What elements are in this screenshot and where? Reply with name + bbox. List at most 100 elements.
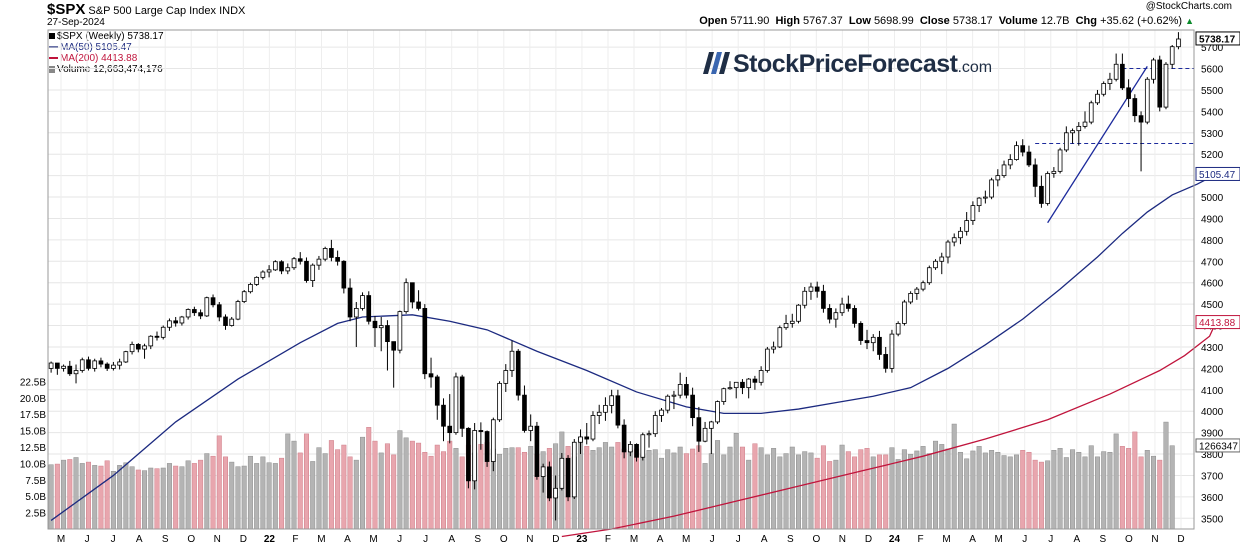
x-tick-label: D bbox=[865, 534, 872, 545]
volume-tick-label: 2.5B bbox=[25, 509, 46, 520]
candle-body bbox=[777, 327, 783, 348]
candle-body bbox=[360, 295, 365, 309]
volume-bar bbox=[1088, 445, 1094, 530]
candle-body bbox=[372, 320, 378, 329]
volume-tick-label: 20.0B bbox=[20, 394, 46, 405]
candle-body bbox=[1039, 185, 1044, 204]
volume-bar bbox=[142, 470, 148, 530]
candle-body bbox=[1126, 87, 1131, 99]
x-tick-label: N bbox=[214, 534, 221, 545]
volume-bar bbox=[708, 453, 714, 530]
volume-bar bbox=[322, 453, 328, 530]
candle-body bbox=[503, 370, 509, 384]
candle-body bbox=[708, 421, 714, 429]
candle-body bbox=[55, 362, 60, 369]
x-tick-label: O bbox=[812, 534, 820, 545]
chart-date: 27-Sep-2024 bbox=[47, 17, 105, 28]
y-tick-label: 4700 bbox=[1201, 257, 1224, 268]
chg-label: Chg bbox=[1075, 15, 1097, 27]
volume-bar bbox=[758, 447, 764, 530]
candle-body bbox=[117, 361, 122, 366]
volume-bar bbox=[441, 451, 446, 530]
volume-bar bbox=[409, 440, 415, 530]
candle-body bbox=[441, 404, 446, 427]
volume-bar bbox=[85, 461, 91, 530]
volume-bar bbox=[671, 452, 677, 530]
candle-body bbox=[385, 325, 390, 343]
volume-bar bbox=[135, 469, 141, 530]
candle-body bbox=[895, 323, 901, 335]
volume-bar bbox=[1063, 457, 1069, 530]
volume-bar bbox=[1169, 445, 1175, 530]
volume-bar bbox=[459, 456, 465, 530]
candle-body bbox=[877, 336, 882, 355]
volume-bar bbox=[1151, 455, 1157, 530]
candle-body bbox=[198, 312, 203, 317]
volume-bar bbox=[198, 459, 204, 530]
x-tick-label: M bbox=[682, 534, 690, 545]
candle-body bbox=[933, 260, 938, 269]
x-tick-label: M bbox=[369, 534, 377, 545]
candle-body bbox=[590, 415, 596, 440]
candle-body bbox=[1120, 63, 1125, 89]
volume-bar bbox=[1007, 456, 1013, 530]
volume-bar bbox=[229, 461, 235, 530]
y-tick-label: 3500 bbox=[1201, 514, 1224, 525]
volume-bar bbox=[1082, 456, 1088, 530]
x-tick-label: S bbox=[1100, 534, 1107, 545]
ohlc-bar: Open 5711.90 High 5767.37 Low 5698.99 Cl… bbox=[699, 15, 1194, 27]
volume-bar bbox=[503, 448, 509, 530]
volume-bar bbox=[926, 453, 932, 530]
volume-bar bbox=[166, 463, 172, 530]
value-badge bbox=[1195, 166, 1240, 181]
candle-body bbox=[216, 304, 222, 318]
candle-body bbox=[528, 425, 534, 431]
candle-body bbox=[721, 388, 727, 402]
chg-value: +35.62 (+0.62%) bbox=[1100, 15, 1183, 27]
candle-body bbox=[684, 384, 689, 396]
volume-bar bbox=[1138, 456, 1144, 530]
candle-body bbox=[428, 373, 434, 378]
y-tick-label: 4500 bbox=[1201, 300, 1224, 311]
volume-bar bbox=[839, 444, 845, 530]
candle-body bbox=[248, 284, 253, 293]
candle-body bbox=[1169, 46, 1175, 65]
candle-body bbox=[61, 365, 66, 369]
candle-body bbox=[316, 258, 322, 266]
candle-body bbox=[553, 487, 558, 499]
y-tick-label: 5200 bbox=[1201, 150, 1224, 161]
volume-bar bbox=[1038, 461, 1044, 530]
candle-body bbox=[98, 360, 104, 365]
volume-bar bbox=[67, 459, 73, 530]
candle-body bbox=[596, 411, 602, 416]
candle-body bbox=[1095, 93, 1100, 104]
volume-bar bbox=[920, 446, 926, 530]
candle-body bbox=[453, 376, 459, 434]
x-tick-label: M bbox=[942, 534, 950, 545]
x-tick-label: D bbox=[1177, 534, 1184, 545]
candle-body bbox=[821, 290, 826, 309]
candle-body bbox=[447, 425, 453, 434]
candle-body bbox=[1057, 149, 1063, 172]
volume-bar bbox=[366, 427, 372, 530]
high-value: 5767.37 bbox=[802, 15, 843, 27]
close-label: Close bbox=[919, 15, 950, 27]
volume-bar bbox=[764, 454, 770, 530]
candle-body bbox=[241, 291, 247, 302]
x-tick-label: F bbox=[917, 534, 923, 545]
volume-bar bbox=[279, 457, 285, 530]
candle-body bbox=[740, 381, 745, 389]
candle-body bbox=[1070, 130, 1075, 134]
volume-bar bbox=[721, 454, 727, 530]
volume-bar bbox=[652, 449, 658, 530]
plot-frame bbox=[47, 29, 1195, 530]
x-tick-label: M bbox=[317, 534, 325, 545]
volume-bar bbox=[752, 443, 758, 530]
volume-bar bbox=[428, 455, 434, 530]
volume-bar bbox=[272, 463, 278, 530]
x-tick-label: F bbox=[605, 534, 611, 545]
volume-bar bbox=[609, 446, 615, 530]
candle-body bbox=[547, 466, 552, 499]
volume-bar bbox=[316, 447, 322, 530]
volume-bar bbox=[260, 456, 266, 530]
